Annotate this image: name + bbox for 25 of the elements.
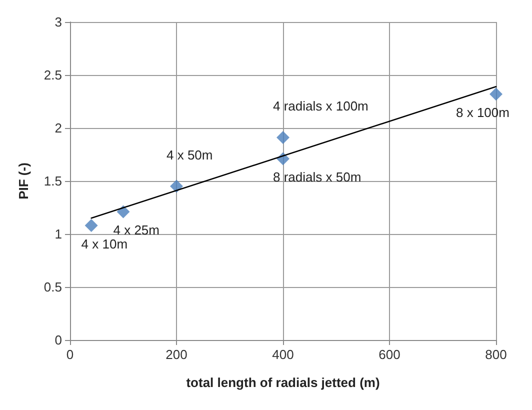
x-tick-label: 400: [272, 347, 294, 362]
point: [84, 219, 98, 232]
annotation: 4 x 50m: [166, 147, 213, 162]
x-tick-label: 0: [66, 347, 74, 362]
y-tick-label: 2.5: [44, 68, 62, 82]
y-tick-label: 1: [54, 226, 62, 242]
y-axis-title: PIF (-): [16, 162, 31, 200]
y-tick-label: 0: [54, 332, 62, 348]
y-tick-label: 2: [54, 120, 62, 136]
point: [116, 205, 130, 218]
point: [490, 88, 502, 101]
point: [276, 131, 290, 144]
annotation: 4 x 25m: [113, 222, 160, 238]
annotation: 8 radials x 50m: [273, 170, 362, 185]
y-tick-label: 0.5: [44, 280, 62, 294]
y-tick-label: 1.5: [44, 174, 62, 188]
x-axis-title: total length of radials jetted (m): [186, 375, 380, 390]
annotation: 4 x 10m: [81, 236, 128, 252]
annotation: 4 radials x 100m: [273, 98, 368, 114]
point: [170, 180, 183, 193]
annotation: 8 x 100m: [456, 105, 510, 120]
x-tick-label: 800: [485, 347, 507, 362]
y-tick-label: 3: [54, 14, 62, 30]
x-tick-label: 600: [378, 347, 400, 362]
x-tick-label: 200: [166, 347, 188, 362]
